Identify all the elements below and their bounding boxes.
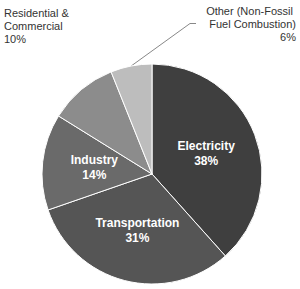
- svg-text:Electricity: Electricity: [177, 139, 235, 153]
- svg-text:6%: 6%: [280, 31, 296, 43]
- svg-text:Transportation: Transportation: [95, 216, 179, 230]
- svg-text:Residential &: Residential &: [4, 7, 72, 19]
- svg-text:Other (Non-Fossil: Other (Non-Fossil: [206, 5, 296, 17]
- svg-text:Industry: Industry: [71, 153, 119, 167]
- svg-text:10%: 10%: [4, 33, 26, 45]
- svg-text:Fuel Combustion): Fuel Combustion): [209, 18, 296, 30]
- svg-text:38%: 38%: [194, 154, 218, 168]
- svg-text:Commercial: Commercial: [4, 20, 63, 32]
- svg-text:14%: 14%: [82, 168, 106, 182]
- svg-text:31%: 31%: [125, 231, 149, 245]
